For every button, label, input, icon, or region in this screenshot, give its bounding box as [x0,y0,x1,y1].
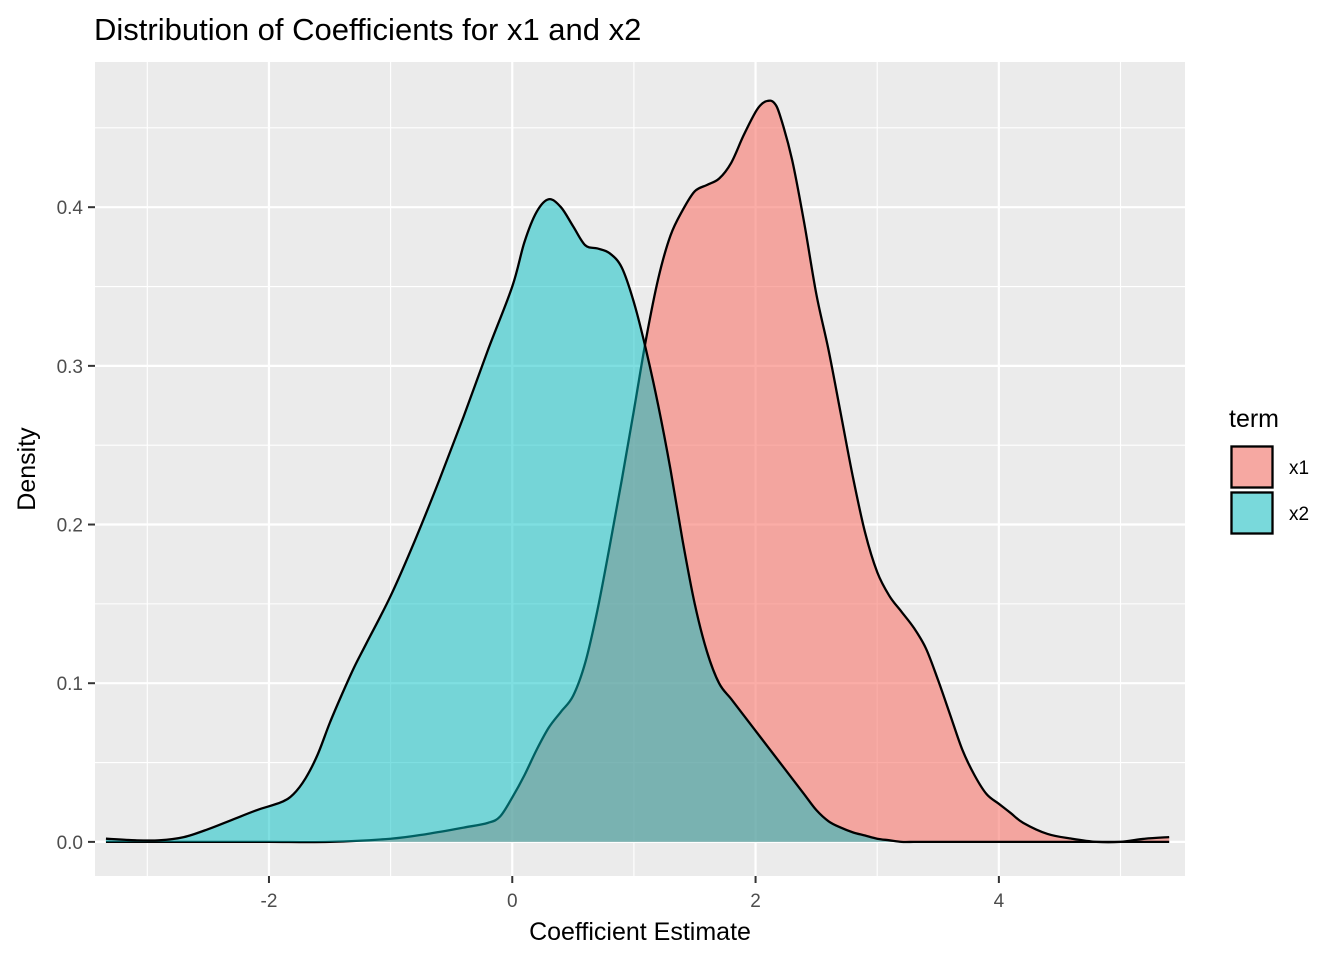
y-tick-label: 0.2 [57,516,83,537]
x-tick-label: 2 [750,891,761,912]
y-tick-label: 0.1 [57,674,83,695]
legend-key-x1 [1230,445,1274,489]
x-axis-title: Coefficient Estimate [529,918,751,946]
legend-items: x1 x2 [1230,445,1309,535]
density-line-x2 [105,198,1170,844]
y-axis-title: Density [13,427,41,511]
major-gridlines [95,62,1185,876]
x-tick-label: 4 [994,891,1005,912]
density-area-x2 [105,199,1170,843]
legend: term x1 x2 [1229,405,1309,535]
x-tick-label: 0 [507,891,518,912]
x-axis: -2 0 2 4 [261,876,1005,912]
y-axis: 0.0 0.1 0.2 0.3 0.4 [57,198,95,854]
y-tick-label: 0.0 [57,833,83,854]
plot-panel [95,62,1185,876]
density-areas [105,99,1170,844]
legend-title: term [1229,405,1279,433]
legend-label-x2: x2 [1289,504,1309,525]
x-tick-label: -2 [261,891,278,912]
chart-title: Distribution of Coefficients for x1 and … [94,12,641,47]
legend-label-x1: x1 [1289,458,1309,479]
y-tick-label: 0.4 [57,198,84,219]
y-tick-label: 0.3 [57,357,83,378]
legend-key-x2 [1230,491,1274,535]
